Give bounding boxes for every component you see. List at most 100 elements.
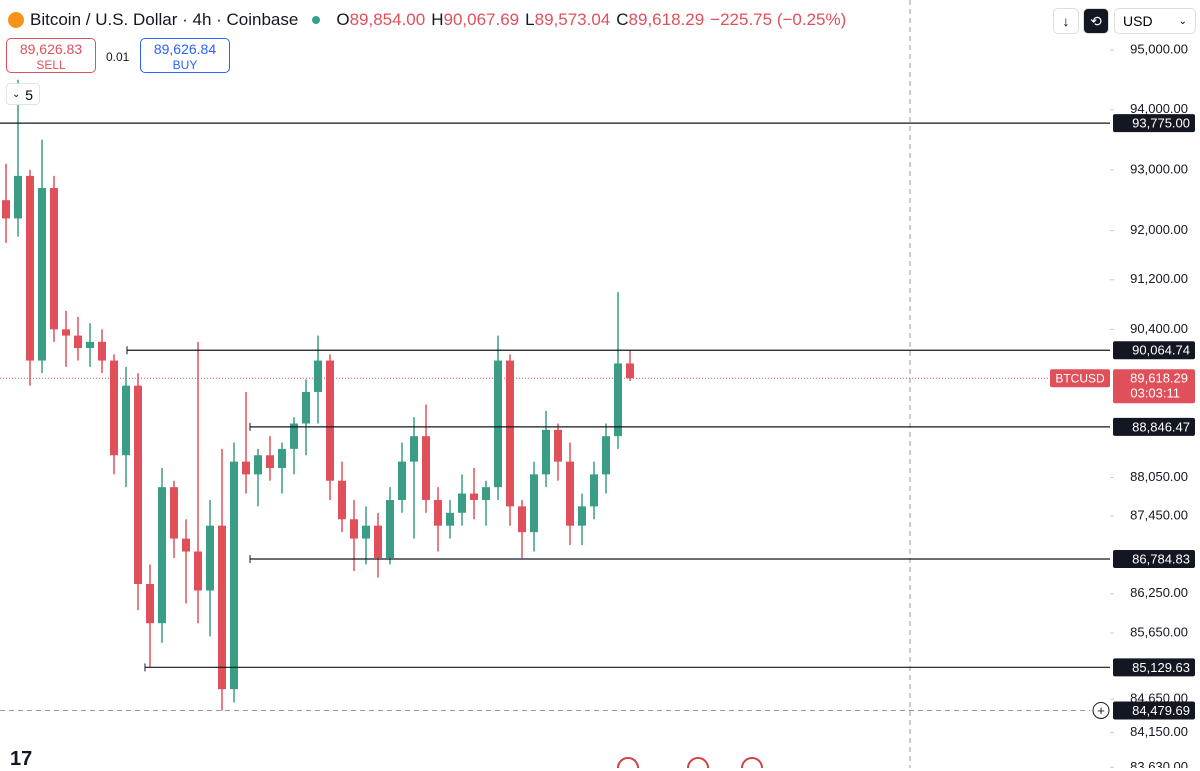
candle-body [422, 436, 430, 500]
y-tick-label: 91,200.00 [1130, 271, 1188, 286]
tv-logo: 17 [10, 748, 33, 770]
candle-body [146, 583, 154, 624]
event-icon[interactable] [741, 757, 763, 768]
candle-body [230, 461, 238, 690]
candle-body [446, 512, 454, 526]
currency-select[interactable]: USD ⌄ [1114, 8, 1196, 34]
crosshair-label: 84,479.69 [1132, 703, 1190, 718]
buy-label: BUY [172, 58, 198, 72]
ohlc: O89,854.00 H90,067.69 L89,573.04 C89,618.29 [330, 10, 704, 30]
add-alert-icon[interactable] [1092, 701, 1110, 719]
candle-body [410, 436, 418, 462]
event-icon[interactable] [617, 757, 639, 768]
candle-body [290, 423, 298, 449]
candle-body [602, 436, 610, 475]
buy-price: 89,626.84 [153, 41, 217, 57]
price-label-bg [1113, 369, 1195, 404]
add-alert-plus: + [1097, 703, 1105, 718]
y-tick-label: 86,250.00 [1130, 585, 1188, 600]
candle-body [434, 499, 442, 526]
ohlc-key: L [525, 10, 535, 29]
level-label-bg [1113, 114, 1195, 133]
candle-body [326, 360, 334, 481]
level-label-bg [1113, 658, 1195, 677]
status-dot [312, 16, 321, 24]
event-icon[interactable] [687, 757, 709, 768]
candle-body [518, 506, 526, 533]
candle-body [98, 341, 106, 361]
candle-body [470, 493, 478, 500]
ohlc-key: C [616, 10, 629, 29]
candle-body [386, 499, 394, 559]
candle-body [266, 455, 274, 468]
candle-body [542, 429, 550, 475]
candle-body [242, 461, 250, 475]
y-tick-label: 94,000.00 [1130, 101, 1188, 116]
chevron: ⌄ [1178, 15, 1187, 27]
y-tick-label: 88,050.00 [1130, 469, 1188, 484]
candle-body [50, 188, 58, 330]
indicators-toggle[interactable]: ⌄ 5 [6, 83, 40, 105]
ohlc-key: O [336, 10, 350, 29]
sell-button[interactable]: 89,626.83 SELL [6, 38, 96, 73]
y-tick-label: 90,400.00 [1130, 321, 1188, 336]
candle-body [86, 341, 94, 349]
candle-body [2, 200, 10, 219]
buy-button[interactable]: 89,626.84 BUY [140, 38, 230, 73]
candle-body [182, 538, 190, 552]
countdown: 03:03:11 [1130, 386, 1180, 401]
candle-body [506, 360, 514, 507]
candle-body [530, 474, 538, 533]
ohlc-value: 90,067.69 [443, 10, 520, 29]
ohlc-value: 89,618.29 [628, 10, 705, 29]
ohlc-key: H [431, 10, 444, 29]
y-tick-label: 84,150.00 [1130, 724, 1188, 739]
candle-body [26, 175, 34, 361]
candle-body [554, 429, 562, 462]
level-label: 86,784.83 [1132, 551, 1190, 566]
coin-icon [8, 12, 24, 28]
legend: Bitcoin / U.S. Dollar · 4h · Coinbase O8… [8, 10, 846, 30]
candle-body [278, 448, 286, 468]
candle-body [338, 480, 346, 520]
candle-body [62, 329, 70, 336]
download-button[interactable]: ↓ [1053, 8, 1079, 34]
indicator-count: 5 [25, 87, 33, 103]
level-label: 90,064.74 [1132, 343, 1190, 358]
level-label: 88,846.47 [1132, 419, 1190, 434]
candle-body [350, 519, 358, 539]
mode-button[interactable]: ⟲ [1083, 8, 1109, 34]
candle-body [398, 461, 406, 500]
symbol-tag: BTCUSD [1055, 371, 1105, 385]
ohlc-value: 89,854.00 [349, 10, 426, 29]
candle-body [14, 175, 22, 219]
candle-body [374, 525, 382, 559]
y-tick-label: 87,450.00 [1130, 507, 1188, 522]
candle-body [134, 385, 142, 584]
price-label: 89,618.29 [1130, 371, 1188, 386]
candle-body [578, 506, 586, 526]
y-tick-label: 85,650.00 [1130, 624, 1188, 639]
sell-price: 89,626.83 [19, 41, 83, 57]
candle-body [482, 487, 490, 500]
candle-body [254, 455, 262, 475]
candle-body [38, 188, 46, 361]
candle-body [194, 551, 202, 591]
candle-body [566, 461, 574, 526]
candle-body [458, 493, 466, 513]
symbol-title: Bitcoin / U.S. Dollar · 4h · Coinbase [30, 10, 299, 29]
chevron: ⌄ [12, 89, 21, 100]
y-tick-label: 93,000.00 [1130, 161, 1188, 176]
candle-body [122, 385, 130, 456]
candle-body [170, 487, 178, 539]
level-label: 93,775.00 [1132, 116, 1190, 131]
level-label: 85,129.63 [1132, 660, 1190, 675]
candle-body [218, 525, 226, 690]
level-label-bg [1113, 549, 1195, 568]
change: −225.75 (−0.25%) [710, 10, 847, 29]
candle-body [206, 525, 214, 591]
sell-label: SELL [36, 58, 66, 72]
y-tick-label: 83,630.00 [1130, 759, 1188, 768]
